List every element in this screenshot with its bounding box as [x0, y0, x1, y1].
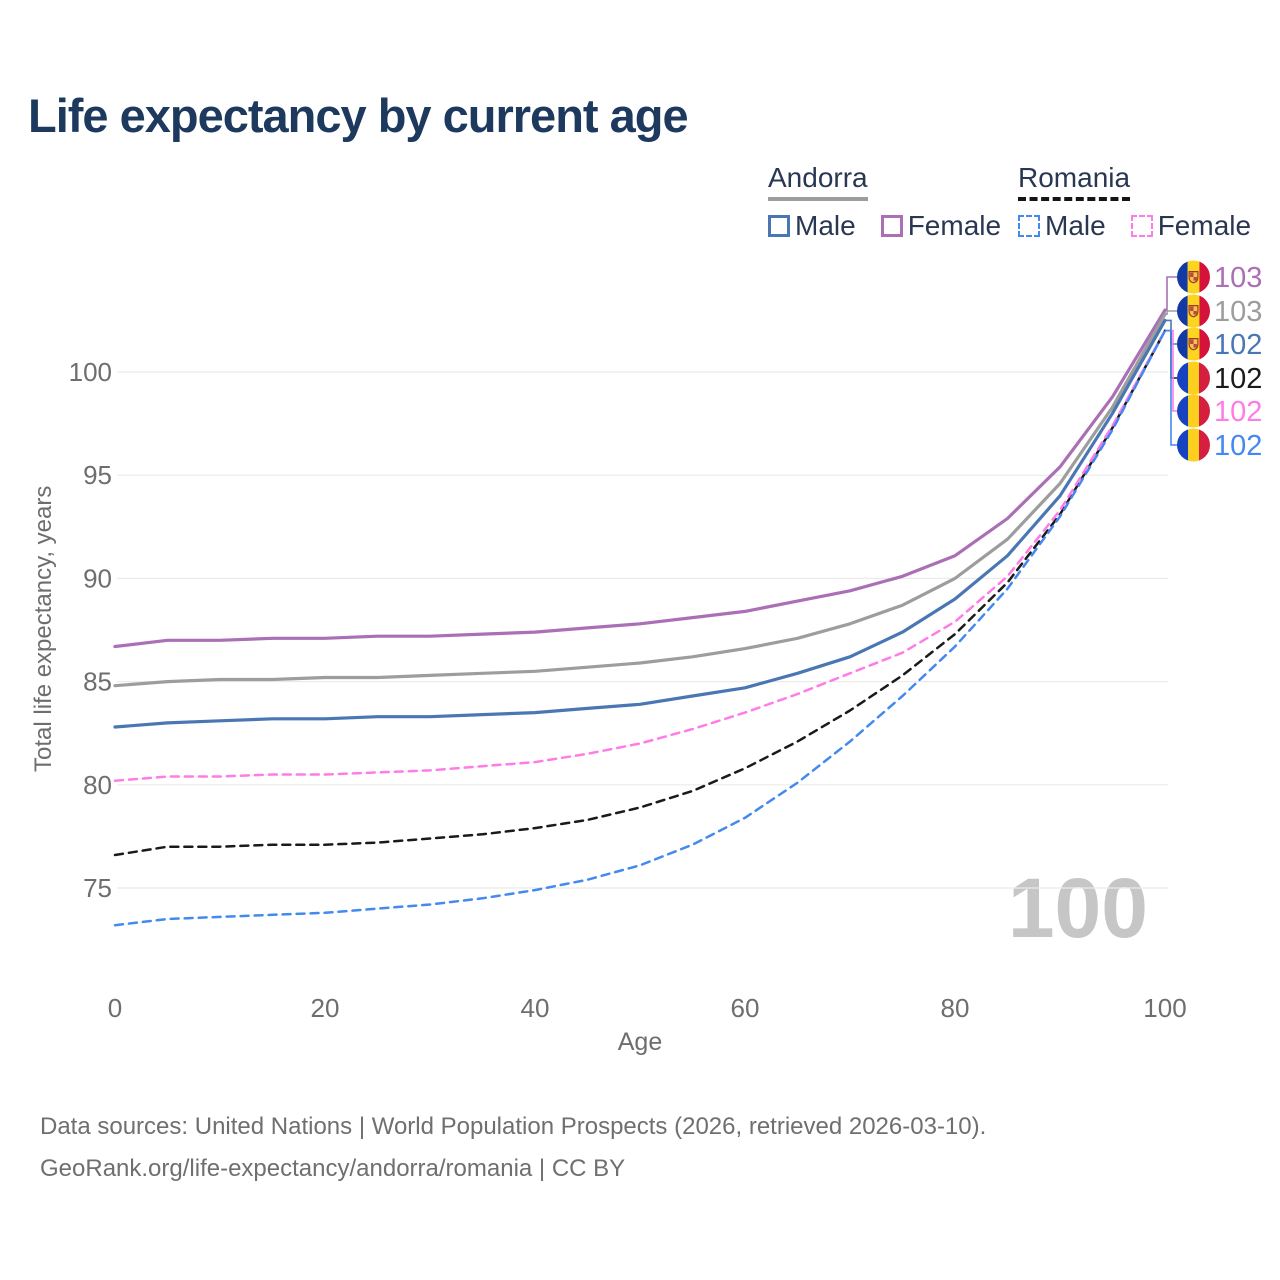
y-tick-label: 85	[83, 667, 112, 697]
y-tick-label: 80	[83, 770, 112, 800]
series-line-andorra-both-sexes[interactable]	[113, 312, 1167, 688]
legend-item-label: Female	[1157, 210, 1252, 241]
footer: Data sources: United Nations | World Pop…	[40, 1106, 986, 1190]
romania-flag-icon	[1177, 361, 1210, 395]
y-tick-label: 100	[69, 357, 112, 387]
end-label-leader	[1165, 310, 1177, 315]
romania-flag-icon	[1177, 428, 1210, 462]
y-tick-label: 90	[83, 563, 112, 593]
series-line-romania-male[interactable]	[113, 329, 1167, 927]
legend-country-andorra[interactable]: Andorra	[768, 162, 868, 204]
romania-flag-icon	[1177, 394, 1210, 428]
andorra-flag-icon	[1177, 260, 1210, 294]
y-tick-label: 95	[83, 460, 112, 490]
legend-group-andorra: Andorra Male Female	[768, 162, 1001, 242]
legend-item-label: Male	[795, 210, 856, 241]
romania-female-swatch-icon	[1130, 215, 1153, 237]
x-tick-label: 0	[108, 993, 122, 1023]
page-title: Life expectancy by current age	[28, 89, 689, 142]
legend-item-romania-female[interactable]: Female	[1130, 210, 1252, 242]
x-tick-label: 20	[311, 993, 340, 1023]
legend-item-label: Female	[907, 210, 1002, 241]
end-label-leader	[1165, 276, 1177, 311]
andorra-line-style-sample	[768, 197, 868, 201]
y-tick-label: 75	[83, 873, 112, 903]
legend-country-romania-label: Romania	[1018, 162, 1131, 193]
legend-country-andorra-label: Andorra	[768, 162, 868, 193]
andorra-flag-icon	[1177, 327, 1210, 361]
hover-age-watermark: 100	[1007, 861, 1148, 955]
series-line-andorra-male[interactable]	[113, 318, 1167, 729]
romania-male-swatch-icon	[1018, 215, 1040, 237]
series-line-romania-female[interactable]	[113, 329, 1167, 782]
x-tick-label: 100	[1143, 993, 1186, 1023]
legend-country-romania[interactable]: Romania	[1018, 162, 1131, 204]
legend-item-andorra-female[interactable]: Female	[880, 210, 1002, 242]
series-line-romania-both-sexes[interactable]	[113, 329, 1167, 857]
andorra-female-swatch-icon	[880, 215, 903, 237]
legend-item-romania-male[interactable]: Male	[1018, 210, 1106, 242]
x-tick-label: 40	[521, 993, 550, 1023]
romania-line-style-sample	[1018, 197, 1131, 201]
end-value-label: 102	[1214, 329, 1262, 361]
end-value-label: 102	[1214, 430, 1262, 462]
attribution-note: GeoRank.org/life-expectancy/andorra/roma…	[40, 1155, 626, 1182]
data-sources-note: Data sources: United Nations | World Pop…	[40, 1113, 987, 1140]
y-axis-title: Total life expectancy, years	[30, 485, 57, 772]
x-axis-title: Age	[617, 1028, 663, 1056]
legend-item-label: Male	[1045, 210, 1106, 241]
legend-group-romania: Romania Male Female	[1018, 162, 1251, 242]
legend-item-andorra-male[interactable]: Male	[768, 210, 856, 242]
x-tick-label: 60	[731, 993, 760, 1023]
end-value-label: 103	[1214, 262, 1262, 294]
end-value-label: 102	[1214, 396, 1262, 428]
end-value-label: 102	[1214, 363, 1262, 395]
andorra-flag-icon	[1177, 294, 1210, 328]
end-value-label: 103	[1214, 296, 1262, 328]
x-tick-label: 80	[941, 993, 970, 1023]
andorra-male-swatch-icon	[768, 215, 790, 237]
series-line-andorra-female[interactable]	[113, 308, 1167, 649]
end-label-leader	[1165, 329, 1177, 446]
